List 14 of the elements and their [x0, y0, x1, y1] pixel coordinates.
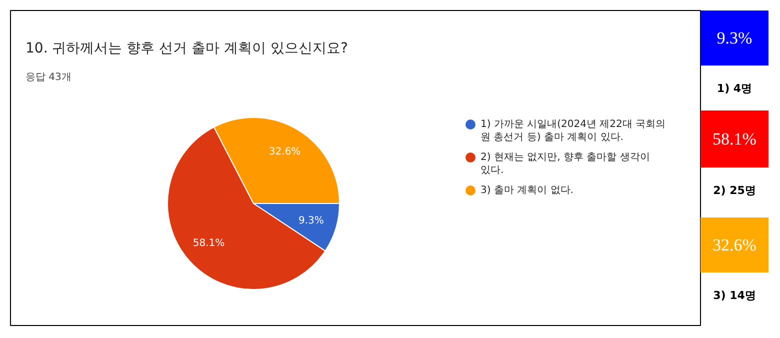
- chart-title: 10. 귀하께서는 향후 선거 출마 계획이 있으신지요?: [26, 40, 348, 56]
- text: 3) 14명: [713, 289, 756, 302]
- text: 2) 25명: [713, 184, 756, 197]
- legend-label: 3) 출마 계획이 없다.: [480, 185, 574, 196]
- data-label: 32.6%: [268, 146, 301, 158]
- legend-label: 2) 현재는 없지만, 향후 출마할 생각이 있다.: [480, 152, 650, 176]
- data-label: 9.3%: [298, 215, 324, 226]
- legend-label: 1) 가까운 시일내(2024년 제22대 국회의원 총선거 등) 출마 계획이 있다.: [480, 119, 666, 143]
- text: 1) 4명: [716, 82, 752, 95]
- text: 9.3%: [716, 28, 752, 48]
- text: 32.6%: [712, 236, 756, 254]
- text: 응답 43개: [26, 72, 72, 83]
- data-label: 58.1%: [192, 238, 225, 250]
- text: 58.1%: [712, 130, 756, 148]
